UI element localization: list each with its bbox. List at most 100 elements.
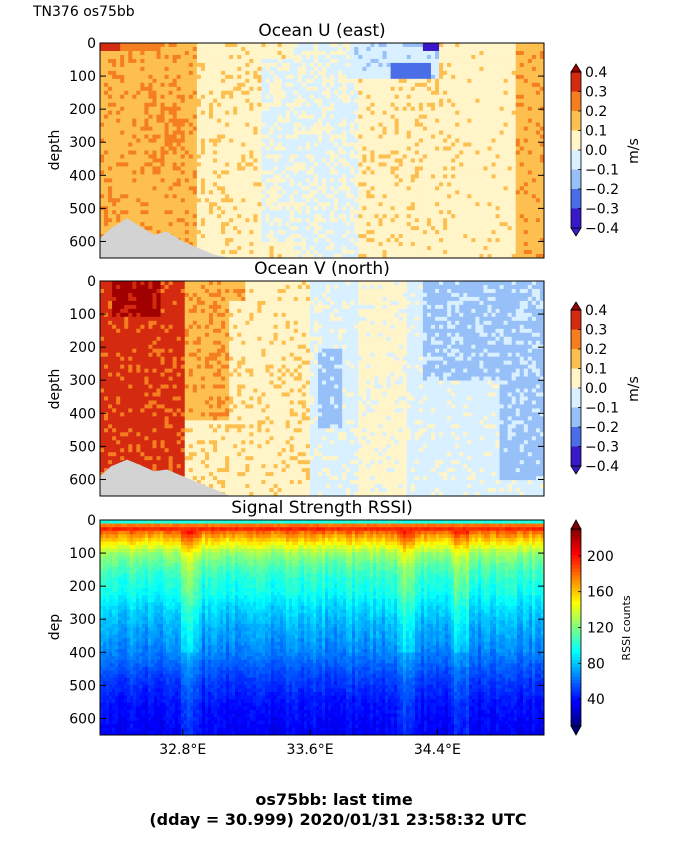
heatmap-cell [410, 226, 416, 231]
heatmap-cell [354, 154, 359, 160]
heatmap-cell [221, 146, 226, 152]
heatmap-cell [208, 150, 214, 156]
heatmap-cell [346, 90, 351, 96]
heatmap-cell [196, 202, 202, 207]
heatmap-cell [285, 158, 291, 164]
heatmap-cell [374, 218, 380, 223]
heatmap-cell [221, 98, 226, 104]
heatmap-cell [204, 230, 210, 235]
heatmap-cell [447, 62, 452, 68]
heatmap-cell [208, 134, 214, 140]
heatmap-cell [148, 126, 154, 132]
heatmap-cell [414, 158, 420, 164]
heatmap-cell [124, 202, 129, 207]
heatmap-cell [447, 43, 452, 48]
heatmap-cell [394, 174, 400, 179]
heatmap-cell [204, 122, 210, 128]
heatmap-cell [152, 46, 158, 52]
heatmap-cell [249, 194, 254, 199]
heatmap-cell [172, 178, 178, 183]
heatmap-cell [208, 198, 214, 203]
heatmap-cell [463, 182, 468, 187]
heatmap-cell [249, 230, 254, 235]
heatmap-cell [281, 142, 287, 148]
heatmap-cell [435, 43, 440, 48]
heatmap-cell [217, 110, 222, 116]
heatmap-cell [386, 43, 392, 48]
heatmap-cell [172, 170, 178, 175]
heatmap-cell [281, 86, 287, 92]
heatmap-cell [273, 174, 279, 179]
heatmap-cell [233, 202, 238, 207]
heatmap-cell [410, 218, 416, 223]
heatmap-cell [132, 90, 137, 96]
heatmap-cell [342, 74, 347, 80]
heatmap-cell [354, 90, 359, 96]
heatmap-cell [394, 62, 400, 68]
heatmap-cell [213, 210, 218, 215]
heatmap-cell [217, 242, 222, 247]
heatmap-cell [152, 226, 158, 231]
heatmap-cell [439, 230, 444, 235]
heatmap-cell [100, 218, 105, 223]
heatmap-cell [313, 98, 319, 104]
heatmap-cell [455, 58, 460, 64]
heatmap-cell [100, 94, 105, 100]
heatmap-cell [261, 166, 267, 172]
heatmap-cell [463, 222, 468, 227]
heatmap-cell [241, 214, 246, 219]
heatmap-cell [370, 122, 376, 128]
heatmap-cell [422, 126, 428, 132]
heatmap-cell [354, 126, 359, 132]
heatmap-cell [350, 170, 355, 175]
heatmap-cell [221, 74, 226, 80]
heatmap-cell [124, 43, 129, 48]
heatmap-cell [297, 250, 303, 255]
heatmap-cell [382, 174, 388, 179]
heatmap-cell [285, 126, 291, 132]
heatmap-cell [184, 74, 190, 80]
heatmap-cell [156, 122, 162, 128]
heatmap-cell [402, 66, 408, 72]
heatmap-cell [418, 238, 424, 243]
heatmap-cell [471, 146, 476, 152]
heatmap-cell [301, 230, 307, 235]
heatmap-cell [213, 230, 218, 235]
heatmap-cell [257, 66, 263, 72]
heatmap-cell [180, 94, 186, 100]
heatmap-cell [269, 198, 275, 203]
heatmap-cell [350, 114, 355, 120]
heatmap-cell [410, 134, 416, 140]
heatmap-cell [394, 142, 400, 148]
heatmap-cell [390, 182, 396, 187]
heatmap-cell [406, 202, 412, 207]
heatmap-cell [265, 110, 271, 116]
heatmap-cell [269, 250, 275, 255]
heatmap-cell [386, 238, 392, 243]
heatmap-cell [200, 202, 206, 207]
heatmap-cell [136, 206, 141, 211]
heatmap-cell [370, 78, 376, 84]
heatmap-cell [330, 202, 335, 207]
heatmap-cell [261, 118, 267, 124]
heatmap-cell [257, 254, 263, 258]
heatmap-cell [418, 194, 424, 199]
heatmap-cell [378, 43, 384, 48]
heatmap-cell [330, 186, 335, 191]
heatmap-cell [233, 234, 238, 239]
heatmap-cell [241, 158, 246, 164]
heatmap-cell [188, 226, 194, 231]
heatmap-cell [305, 250, 311, 255]
heatmap-cell [309, 146, 315, 152]
heatmap-cell [447, 186, 452, 191]
heatmap-cell [229, 54, 234, 60]
heatmap-cell [459, 210, 464, 215]
heatmap-cell [350, 50, 355, 56]
heatmap-cell [422, 210, 428, 215]
heatmap-cell [426, 46, 432, 52]
heatmap-cell [213, 238, 218, 243]
heatmap-cell [253, 222, 259, 227]
heatmap-cell [249, 110, 254, 116]
heatmap-cell [435, 66, 440, 72]
heatmap-cell [455, 66, 460, 72]
